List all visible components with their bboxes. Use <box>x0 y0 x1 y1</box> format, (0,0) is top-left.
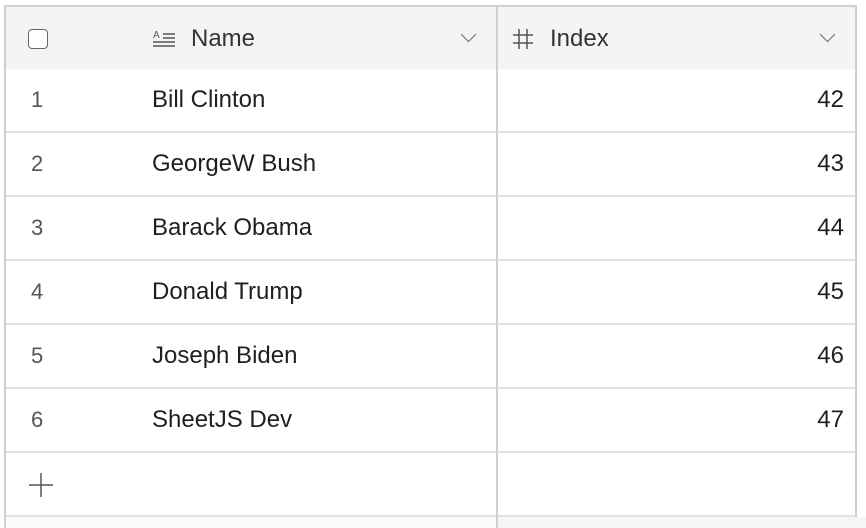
row-number: 3 <box>31 215 44 240</box>
name-cell[interactable]: SheetJS Dev <box>152 406 293 433</box>
name-cell[interactable]: GeorgeW Bush <box>152 150 317 177</box>
index-cell[interactable]: 45 <box>817 278 844 305</box>
grid-border-right <box>855 5 857 517</box>
row-number: 6 <box>31 407 44 432</box>
column-header-name[interactable]: A Name <box>145 7 495 70</box>
name-cell[interactable]: Donald Trump <box>152 278 303 305</box>
column-header-index[interactable]: Index <box>498 7 856 70</box>
column-label: Index <box>550 25 609 52</box>
row-number: 4 <box>31 279 44 304</box>
row-number: 5 <box>31 343 44 368</box>
name-cell[interactable]: Joseph Biden <box>152 342 298 369</box>
chevron-down-icon[interactable] <box>460 26 477 43</box>
table-row[interactable]: 2 GeorgeW Bush 43 <box>5 133 856 197</box>
text-field-icon: A <box>153 30 175 47</box>
empty-area <box>5 517 856 528</box>
index-cell[interactable]: 46 <box>817 342 844 369</box>
index-cell[interactable]: 47 <box>817 406 844 433</box>
index-cell[interactable]: 42 <box>817 86 844 113</box>
table-row[interactable]: 5 Joseph Biden 46 <box>5 325 856 389</box>
table-row[interactable]: 1 Bill Clinton 42 <box>5 69 856 133</box>
column-divider[interactable] <box>496 5 498 528</box>
row-number: 2 <box>31 151 44 176</box>
select-all-checkbox[interactable] <box>28 29 48 49</box>
chevron-down-icon[interactable] <box>819 26 836 43</box>
table-row[interactable]: 6 SheetJS Dev 47 <box>5 389 856 453</box>
number-field-icon <box>513 29 533 49</box>
add-row[interactable] <box>5 453 856 517</box>
empty-area <box>498 517 866 528</box>
name-cell[interactable]: Barack Obama <box>152 214 313 241</box>
plus-icon[interactable] <box>29 473 53 497</box>
index-cell[interactable]: 43 <box>817 150 844 177</box>
table-row[interactable]: 3 Barack Obama 44 <box>5 197 856 261</box>
index-cell[interactable]: 44 <box>817 214 844 241</box>
table-row[interactable]: 4 Donald Trump 45 <box>5 261 856 325</box>
row-number: 1 <box>31 87 44 112</box>
grid-border-left <box>4 5 6 528</box>
column-label: Name <box>191 25 256 52</box>
header-row: A Name Index <box>5 5 856 72</box>
name-cell[interactable]: Bill Clinton <box>152 86 266 113</box>
svg-text:A: A <box>153 30 160 41</box>
